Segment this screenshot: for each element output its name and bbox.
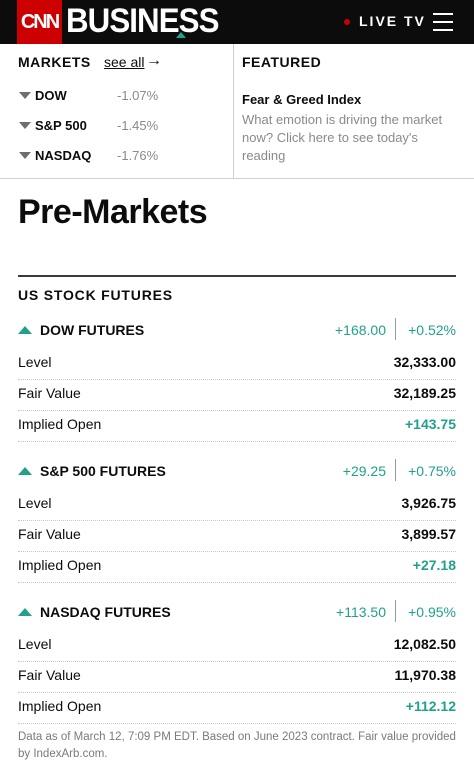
row-label: Fair Value — [18, 385, 81, 401]
triangle-down-icon — [19, 92, 31, 99]
futures-percent: +0.95% — [408, 604, 456, 620]
markets-title: MARKETS — [18, 54, 91, 70]
row-value: 32,333.00 — [393, 354, 456, 370]
table-row: Fair Value 11,970.38 — [18, 661, 456, 693]
row-label: Level — [18, 636, 52, 652]
futures-percent: +0.75% — [408, 463, 456, 479]
menu-icon[interactable] — [433, 13, 453, 31]
row-label: Fair Value — [18, 526, 81, 542]
futures-name: NASDAQ FUTURES — [40, 604, 171, 620]
triangle-up-icon — [18, 326, 32, 334]
markets-strip: MARKETS see all → DOW -1.07% S&P 500 -1.… — [0, 44, 474, 179]
row-value: +143.75 — [405, 416, 456, 432]
triangle-down-icon — [19, 122, 31, 129]
row-value: 3,899.57 — [401, 526, 457, 542]
see-all-link[interactable]: see all — [104, 54, 145, 70]
featured-headline-link[interactable]: Fear & Greed Index — [242, 92, 362, 107]
row-value: 3,926.75 — [401, 495, 457, 511]
live-dot-icon — [344, 19, 350, 25]
table-row: Implied Open +143.75 — [18, 410, 456, 442]
market-item-nasdaq[interactable]: NASDAQ -1.76% — [18, 146, 218, 166]
futures-name: S&P 500 FUTURES — [40, 463, 166, 479]
triangle-down-icon — [19, 152, 31, 159]
business-section-title[interactable]: BUSINESS — [66, 2, 219, 40]
futures-header-dow: DOW FUTURES +168.00 +0.52% — [18, 318, 456, 350]
market-change: -1.45% — [117, 118, 159, 133]
row-label: Fair Value — [18, 667, 81, 683]
market-name: NASDAQ — [35, 148, 92, 163]
divider — [395, 459, 396, 481]
row-value: 12,082.50 — [393, 636, 456, 652]
triangle-up-icon — [18, 608, 32, 616]
live-tv-link[interactable]: LIVE TV — [359, 13, 426, 29]
section-title: US STOCK FUTURES — [18, 287, 173, 303]
market-item-sp500[interactable]: S&P 500 -1.45% — [18, 116, 218, 136]
arrow-right-icon[interactable]: → — [146, 52, 162, 69]
futures-name: DOW FUTURES — [40, 322, 145, 338]
futures-percent: +0.52% — [408, 322, 456, 338]
table-row: Fair Value 3,899.57 — [18, 520, 456, 552]
row-label: Implied Open — [18, 698, 102, 714]
row-value: +112.12 — [405, 698, 456, 714]
table-row: Level 12,082.50 — [18, 630, 456, 662]
cnn-logo[interactable]: CNN — [17, 0, 62, 44]
market-change: -1.76% — [117, 148, 159, 163]
futures-change: +29.25 — [342, 463, 386, 479]
table-row: Fair Value 32,189.25 — [18, 379, 456, 411]
page-title: Pre-Markets — [18, 193, 208, 231]
market-name: S&P 500 — [35, 118, 87, 133]
top-bar: CNN BUSINESS LIVE TV — [0, 0, 474, 44]
futures-header-sp500: S&P 500 FUTURES +29.25 +0.75% — [18, 459, 456, 491]
section-divider — [18, 275, 456, 277]
triangle-up-icon — [18, 467, 32, 475]
futures-header-nasdaq: NASDAQ FUTURES +113.50 +0.95% — [18, 600, 456, 632]
market-change: -1.07% — [117, 88, 159, 103]
business-triangle-icon — [176, 32, 186, 38]
featured-description[interactable]: What emotion is driving the market now? … — [242, 112, 443, 163]
divider — [395, 600, 396, 622]
futures-change: +168.00 — [335, 322, 386, 338]
market-item-dow[interactable]: DOW -1.07% — [18, 86, 218, 106]
featured-title: FEATURED — [242, 54, 322, 70]
table-row: Level 3,926.75 — [18, 489, 456, 521]
market-name: DOW — [35, 88, 67, 103]
row-value: 32,189.25 — [393, 385, 456, 401]
row-value: 11,970.38 — [394, 667, 456, 683]
markets-panel: MARKETS see all → DOW -1.07% S&P 500 -1.… — [0, 44, 234, 178]
table-row: Implied Open +112.12 — [18, 692, 456, 724]
divider — [395, 318, 396, 340]
table-row: Implied Open +27.18 — [18, 551, 456, 583]
row-label: Level — [18, 354, 52, 370]
row-value: +27.18 — [412, 557, 456, 573]
data-footnote: Data as of March 12, 7:09 PM EDT. Based … — [18, 731, 456, 760]
row-label: Level — [18, 495, 52, 511]
futures-change: +113.50 — [336, 604, 386, 620]
table-row: Level 32,333.00 — [18, 348, 456, 380]
row-label: Implied Open — [18, 557, 102, 573]
row-label: Implied Open — [18, 416, 102, 432]
